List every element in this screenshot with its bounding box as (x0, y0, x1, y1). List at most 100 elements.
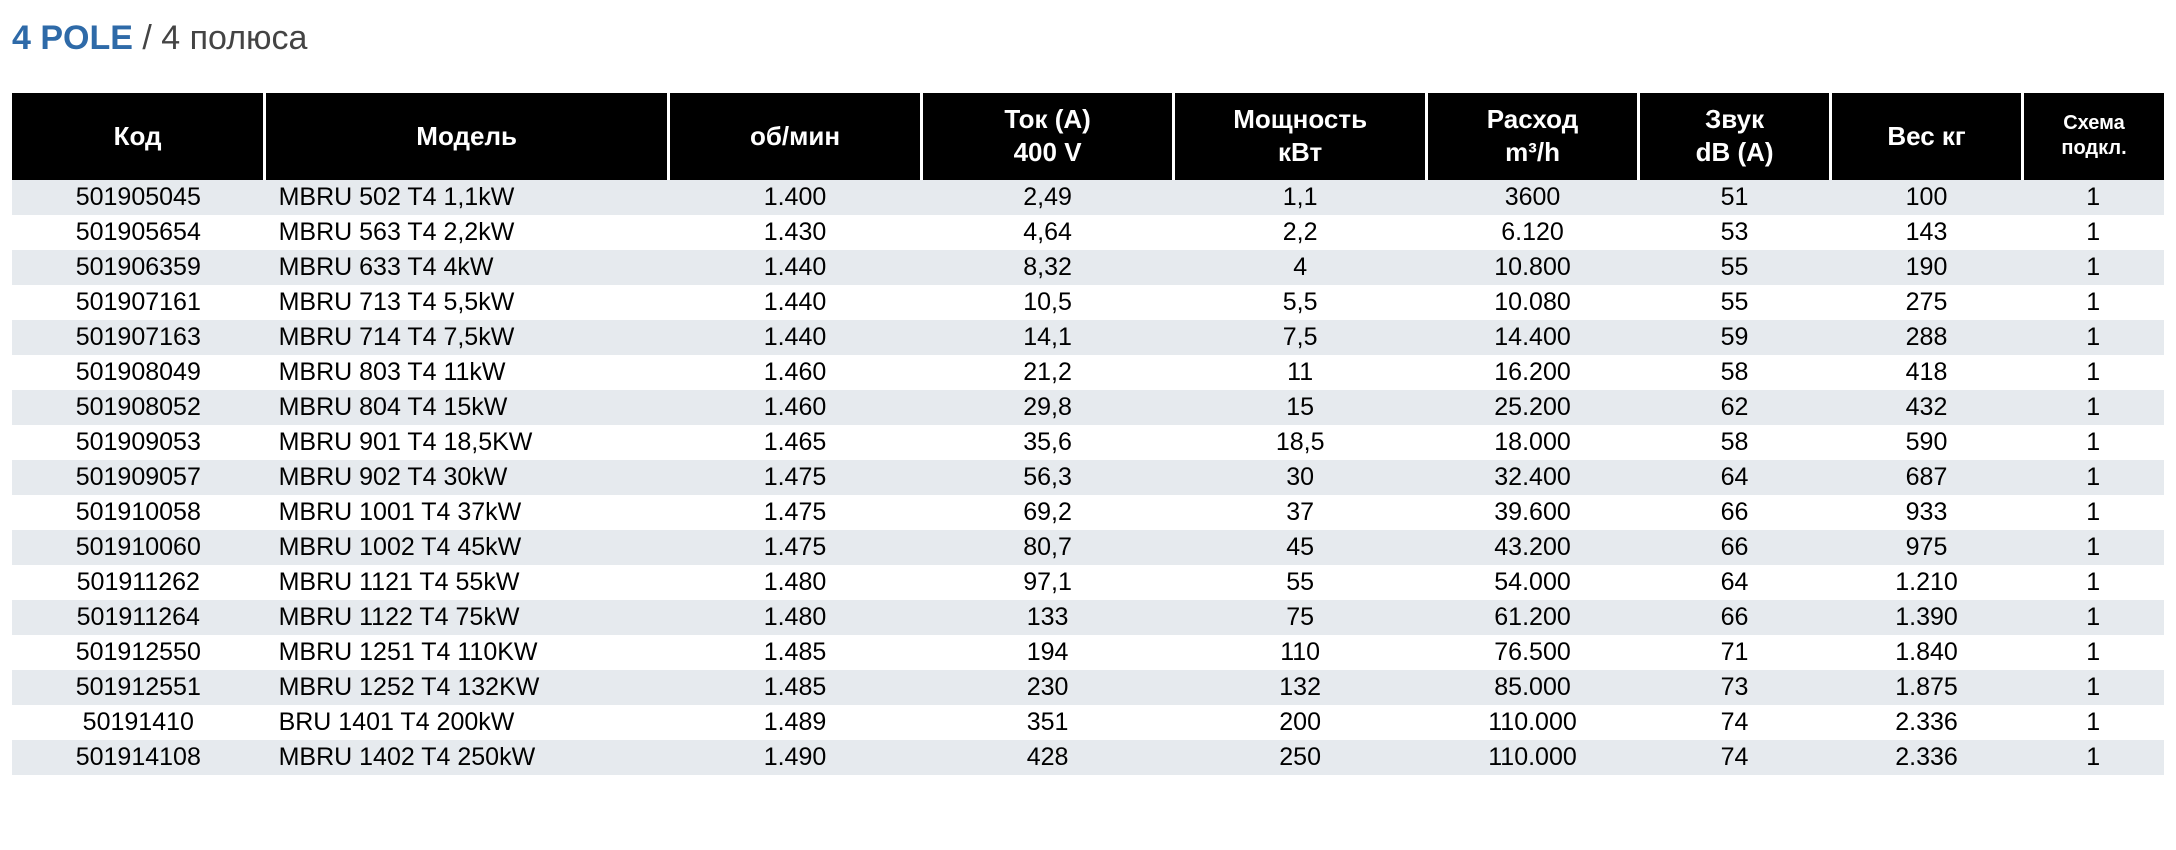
cell-flow: 76.500 (1426, 635, 1638, 670)
cell-scheme: 1 (2023, 495, 2165, 530)
cell-scheme: 1 (2023, 425, 2165, 460)
cell-flow: 110.000 (1426, 740, 1638, 775)
table-row: 501909053MBRU 901 T4 18,5KW1.46535,618,5… (12, 425, 2164, 460)
cell-flow: 32.400 (1426, 460, 1638, 495)
table-row: 501911264MBRU 1122 T4 75kW1.4801337561.2… (12, 600, 2164, 635)
cell-model: MBRU 633 T4 4kW (265, 250, 669, 285)
cell-db: 74 (1639, 705, 1831, 740)
cell-kw: 75 (1174, 600, 1427, 635)
cell-db: 74 (1639, 740, 1831, 775)
cell-db: 71 (1639, 635, 1831, 670)
cell-weight: 590 (1831, 425, 2023, 460)
cell-rpm: 1.440 (669, 250, 922, 285)
cell-scheme: 1 (2023, 530, 2165, 565)
cell-code: 501907163 (12, 320, 265, 355)
cell-flow: 39.600 (1426, 495, 1638, 530)
cell-rpm: 1.460 (669, 390, 922, 425)
th-scheme-l1: Схема (2063, 112, 2125, 134)
cell-scheme: 1 (2023, 355, 2165, 390)
table-row: 501907161MBRU 713 T4 5,5kW1.44010,55,510… (12, 285, 2164, 320)
cell-amp: 35,6 (921, 425, 1174, 460)
cell-model: MBRU 714 T4 7,5kW (265, 320, 669, 355)
cell-code: 501909057 (12, 460, 265, 495)
cell-rpm: 1.440 (669, 320, 922, 355)
cell-model: MBRU 1121 T4 55kW (265, 565, 669, 600)
cell-model: MBRU 803 T4 11kW (265, 355, 669, 390)
cell-code: 501907161 (12, 285, 265, 320)
th-flow-l1: Расход (1487, 104, 1578, 134)
page-title: 4 POLE / 4 полюса (12, 20, 2164, 57)
cell-scheme: 1 (2023, 565, 2165, 600)
cell-weight: 432 (1831, 390, 2023, 425)
cell-model: BRU 1401 T4 200kW (265, 705, 669, 740)
table-row: 501914108MBRU 1402 T4 250kW1.49042825011… (12, 740, 2164, 775)
cell-amp: 133 (921, 600, 1174, 635)
cell-db: 55 (1639, 285, 1831, 320)
th-model: Модель (265, 93, 669, 180)
cell-amp: 56,3 (921, 460, 1174, 495)
cell-weight: 933 (1831, 495, 2023, 530)
cell-model: MBRU 1002 T4 45kW (265, 530, 669, 565)
cell-flow: 18.000 (1426, 425, 1638, 460)
table-row: 501905045MBRU 502 T4 1,1kW1.4002,491,136… (12, 180, 2164, 215)
cell-code: 501911262 (12, 565, 265, 600)
cell-rpm: 1.485 (669, 670, 922, 705)
cell-rpm: 1.430 (669, 215, 922, 250)
cell-code: 501905045 (12, 180, 265, 215)
cell-weight: 1.210 (1831, 565, 2023, 600)
cell-db: 62 (1639, 390, 1831, 425)
cell-amp: 4,64 (921, 215, 1174, 250)
cell-scheme: 1 (2023, 460, 2165, 495)
cell-db: 66 (1639, 530, 1831, 565)
cell-flow: 85.000 (1426, 670, 1638, 705)
cell-model: MBRU 563 T4 2,2kW (265, 215, 669, 250)
cell-code: 501910058 (12, 495, 265, 530)
cell-code: 501909053 (12, 425, 265, 460)
cell-scheme: 1 (2023, 740, 2165, 775)
cell-rpm: 1.480 (669, 565, 922, 600)
cell-flow: 10.800 (1426, 250, 1638, 285)
cell-flow: 3600 (1426, 180, 1638, 215)
table-row: 501908052MBRU 804 T4 15kW1.46029,81525.2… (12, 390, 2164, 425)
cell-weight: 975 (1831, 530, 2023, 565)
cell-amp: 97,1 (921, 565, 1174, 600)
cell-rpm: 1.480 (669, 600, 922, 635)
cell-weight: 418 (1831, 355, 2023, 390)
title-main: 4 POLE (12, 19, 133, 57)
cell-kw: 1,1 (1174, 180, 1427, 215)
cell-model: MBRU 1402 T4 250kW (265, 740, 669, 775)
th-rpm-label: об/мин (750, 121, 840, 151)
th-weight: Вес кг (1831, 93, 2023, 180)
table-row: 501908049MBRU 803 T4 11kW1.46021,21116.2… (12, 355, 2164, 390)
cell-db: 58 (1639, 425, 1831, 460)
th-flow: Расход m³/h (1426, 93, 1638, 180)
cell-flow: 25.200 (1426, 390, 1638, 425)
title-sep: / (133, 19, 161, 57)
cell-code: 501911264 (12, 600, 265, 635)
th-code-label: Код (114, 121, 162, 151)
cell-code: 50191410 (12, 705, 265, 740)
cell-amp: 69,2 (921, 495, 1174, 530)
th-scheme-l2: подкл. (2061, 137, 2126, 159)
cell-weight: 2.336 (1831, 740, 2023, 775)
cell-rpm: 1.475 (669, 460, 922, 495)
cell-rpm: 1.485 (669, 635, 922, 670)
cell-kw: 132 (1174, 670, 1427, 705)
cell-db: 51 (1639, 180, 1831, 215)
cell-kw: 4 (1174, 250, 1427, 285)
cell-db: 64 (1639, 460, 1831, 495)
cell-kw: 18,5 (1174, 425, 1427, 460)
cell-db: 64 (1639, 565, 1831, 600)
th-kw-l1: Мощность (1233, 104, 1367, 134)
cell-scheme: 1 (2023, 635, 2165, 670)
cell-weight: 190 (1831, 250, 2023, 285)
table-row: 501910058MBRU 1001 T4 37kW1.47569,23739.… (12, 495, 2164, 530)
th-model-label: Модель (416, 121, 517, 151)
table-body: 501905045MBRU 502 T4 1,1kW1.4002,491,136… (12, 180, 2164, 775)
cell-kw: 7,5 (1174, 320, 1427, 355)
cell-kw: 15 (1174, 390, 1427, 425)
cell-kw: 30 (1174, 460, 1427, 495)
cell-rpm: 1.475 (669, 530, 922, 565)
cell-amp: 428 (921, 740, 1174, 775)
cell-kw: 11 (1174, 355, 1427, 390)
